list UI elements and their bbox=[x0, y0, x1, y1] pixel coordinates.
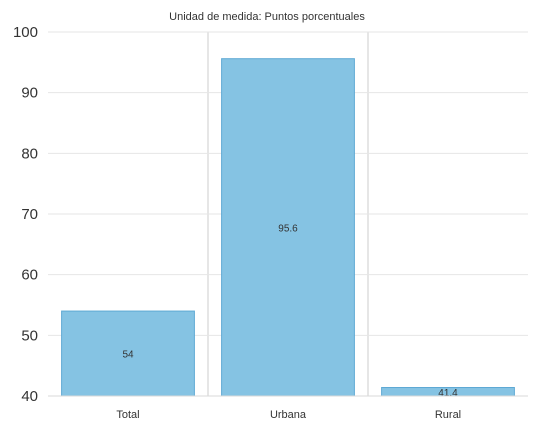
bar-urbana[interactable] bbox=[221, 58, 355, 397]
y-tick-label: 50 bbox=[21, 327, 38, 344]
x-tick-label: Urbana bbox=[270, 409, 307, 421]
chart-subtitle: Unidad de medida: Puntos porcentuales bbox=[169, 11, 365, 23]
data-label: 41.4 bbox=[438, 388, 458, 399]
y-tick-label: 90 bbox=[21, 85, 38, 102]
bars bbox=[61, 58, 515, 397]
y-axis: 40 50 60 70 80 90 100 bbox=[13, 24, 38, 405]
x-tick-label: Total bbox=[116, 409, 139, 421]
bar-total[interactable] bbox=[61, 310, 195, 397]
x-tick-label: Rural bbox=[435, 409, 461, 421]
data-label: 95.6 bbox=[278, 223, 298, 234]
data-labels: 54 95.6 41.4 bbox=[122, 223, 458, 398]
y-tick-label: 40 bbox=[21, 388, 38, 405]
y-tick-label: 80 bbox=[21, 145, 38, 162]
y-tick-label: 100 bbox=[13, 24, 38, 41]
data-label: 54 bbox=[122, 350, 134, 361]
y-tick-label: 70 bbox=[21, 206, 38, 223]
y-tick-label: 60 bbox=[21, 267, 38, 284]
x-axis: Total Urbana Rural bbox=[48, 395, 528, 421]
